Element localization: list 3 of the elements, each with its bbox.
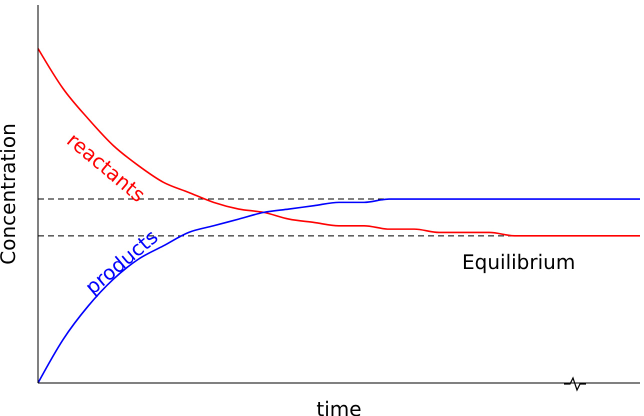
y-axis-title: Concentration <box>0 123 20 265</box>
annotation: Equilibrium <box>462 250 576 274</box>
x-axis-title: time <box>316 397 362 416</box>
